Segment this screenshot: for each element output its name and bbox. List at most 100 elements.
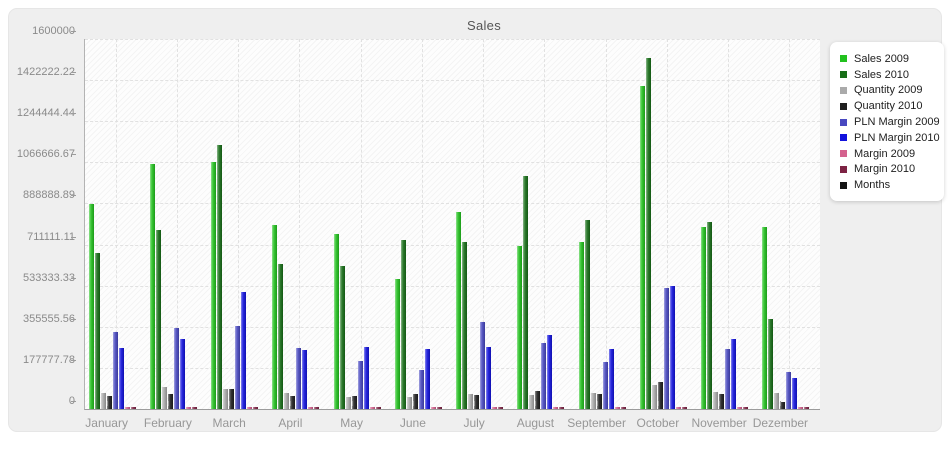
bar-pln-margin-2010-march [241,292,246,409]
x-axis-label: Dezember [752,416,809,430]
legend-item-months: Months [840,177,936,193]
bar-pln-margin-2009-august [541,343,546,409]
bar-sales-2009-november [701,227,706,409]
x-axis-label: June [399,416,426,430]
x-gridline [789,39,791,409]
x-axis-label: August [516,416,555,430]
x-axis-label: February [143,416,192,430]
bar-pln-margin-2009-september [603,362,608,409]
y-axis-tick [71,72,76,74]
bar-margin-2010-september [621,407,626,409]
y-axis-tick [71,359,76,361]
y-axis-label: 1600000 [32,25,75,37]
y-axis-label: 0 [68,395,75,407]
legend-label: PLN Margin 2009 [854,116,940,129]
legend-swatch-icon [840,71,847,79]
legend-item-pln-margin-2009: PLN Margin 2009 [840,114,940,130]
bar-quantity-2010-may [352,396,357,409]
x-gridline [360,39,362,409]
bar-quantity-2010-january [107,396,112,409]
bar-pln-margin-2010-august [547,335,552,409]
x-axis-tick [167,401,169,406]
x-axis-label: September [567,416,626,430]
bar-margin-2010-august [559,407,564,409]
legend-label: Margin 2009 [854,147,916,160]
bar-sales-2009-august [517,246,522,409]
bar-margin-2009-may [370,407,375,409]
legend-swatch-icon [840,118,847,126]
legend-item-quantity-2009: Quantity 2009 [840,83,936,99]
bar-quantity-2010-november [719,394,724,409]
bar-pln-margin-2010-may [364,347,369,409]
bar-sales-2010-november [707,222,712,409]
bar-sales-2010-september [585,220,590,409]
y-gridline [85,162,820,164]
x-axis-tick [596,401,598,406]
bar-pln-margin-2009-february [174,328,179,409]
bar-sales-2009-april [272,225,277,409]
bar-quantity-2009-july [468,394,473,409]
legend-label: Months [854,179,891,192]
x-axis-label: March [212,416,246,430]
bar-pln-margin-2009-january [113,332,118,409]
x-axis-tick [780,401,782,406]
x-gridline [115,39,117,409]
legend-swatch-icon [840,165,847,173]
bar-sales-2010-april [278,264,283,409]
bar-sales-2009-february [150,164,155,409]
x-axis-label: January [85,416,128,430]
bar-pln-margin-2009-november [725,349,730,409]
bar-pln-margin-2010-february [180,339,185,409]
bar-margin-2009-march [247,407,252,409]
bar-margin-2009-november [737,407,742,409]
legend-label: PLN Margin 2010 [854,131,940,144]
x-axis-label: November [691,416,747,430]
bar-quantity-2010-september [597,394,602,409]
plot-area [84,39,820,410]
bar-quantity-2010-july [474,395,479,409]
bar-margin-2010-october [682,407,687,409]
x-axis-tick [474,401,476,406]
y-axis-label: 1066666.67 [16,148,75,161]
legend-label: Quantity 2010 [854,100,923,113]
bar-sales-2009-september [579,242,584,409]
chart-title: Sales [466,18,502,33]
bar-quantity-2009-september [591,393,596,409]
bar-pln-margin-2009-october [664,288,669,409]
y-axis-tick [71,277,76,279]
x-axis-tick [106,401,108,406]
y-axis-label: 355555.56 [23,312,75,325]
y-gridline [85,121,820,123]
legend-label: Sales 2009 [854,52,910,65]
y-gridline [85,39,820,40]
y-axis-tick [71,401,76,402]
bar-sales-2010-february [156,230,161,409]
bar-quantity-2009-january [101,393,106,409]
y-gridline [85,80,820,82]
bar-quantity-2009-october [652,385,657,409]
bar-pln-margin-2009-july [480,322,485,409]
bar-margin-2009-january [125,407,130,409]
y-axis-tick [71,236,76,238]
bar-margin-2010-march [253,407,258,409]
x-gridline [176,39,178,409]
bar-pln-margin-2009-may [358,361,363,409]
bar-sales-2010-july [462,242,467,409]
x-gridline [666,39,668,409]
x-gridline [728,39,730,409]
bar-pln-margin-2010-november [731,339,736,409]
bar-margin-2010-november [743,407,748,409]
bar-margin-2009-april [308,407,313,409]
y-axis-tick [71,31,76,32]
bar-sales-2010-october [646,58,651,409]
bar-quantity-2009-february [162,387,167,409]
legend-swatch-icon [840,102,847,110]
legend-label: Margin 2010 [854,163,916,176]
legend-item-sales-2009: Sales 2009 [840,51,936,67]
bar-quantity-2009-may [346,397,351,409]
x-axis-tick [290,401,292,406]
bar-quantity-2010-april [290,396,295,409]
bar-sales-2009-june [395,279,400,409]
y-axis-tick [71,113,76,115]
